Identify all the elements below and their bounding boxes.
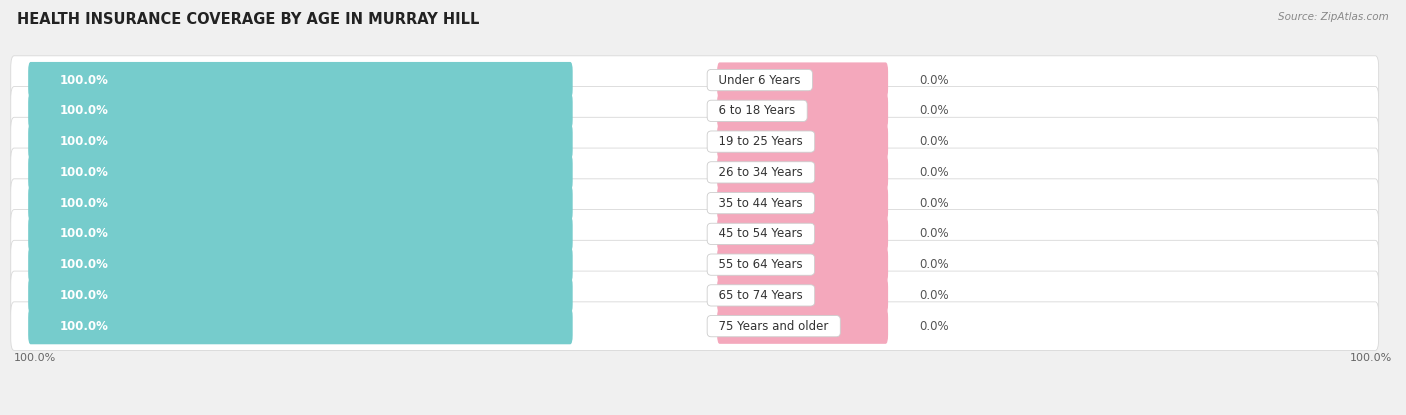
- Text: 26 to 34 Years: 26 to 34 Years: [711, 166, 810, 179]
- Text: 0.0%: 0.0%: [918, 320, 949, 333]
- Text: 0.0%: 0.0%: [918, 289, 949, 302]
- Text: 0.0%: 0.0%: [918, 166, 949, 179]
- Text: 75 Years and older: 75 Years and older: [711, 320, 837, 333]
- Text: 100.0%: 100.0%: [59, 289, 108, 302]
- FancyBboxPatch shape: [717, 155, 889, 190]
- Text: 100.0%: 100.0%: [59, 135, 108, 148]
- FancyBboxPatch shape: [11, 302, 1379, 350]
- FancyBboxPatch shape: [11, 117, 1379, 166]
- FancyBboxPatch shape: [11, 87, 1379, 135]
- Text: 19 to 25 Years: 19 to 25 Years: [711, 135, 810, 148]
- FancyBboxPatch shape: [11, 240, 1379, 289]
- FancyBboxPatch shape: [717, 186, 889, 221]
- Text: 100.0%: 100.0%: [59, 320, 108, 333]
- Text: 65 to 74 Years: 65 to 74 Years: [711, 289, 810, 302]
- FancyBboxPatch shape: [28, 62, 572, 98]
- FancyBboxPatch shape: [11, 210, 1379, 258]
- FancyBboxPatch shape: [28, 277, 572, 314]
- Text: 100.0%: 100.0%: [59, 227, 108, 240]
- FancyBboxPatch shape: [28, 247, 572, 283]
- FancyBboxPatch shape: [717, 247, 889, 282]
- Text: 0.0%: 0.0%: [918, 227, 949, 240]
- FancyBboxPatch shape: [717, 308, 889, 344]
- Text: 100.0%: 100.0%: [14, 353, 56, 363]
- FancyBboxPatch shape: [717, 278, 889, 313]
- Text: 100.0%: 100.0%: [59, 258, 108, 271]
- FancyBboxPatch shape: [28, 93, 572, 129]
- FancyBboxPatch shape: [11, 179, 1379, 227]
- Text: 45 to 54 Years: 45 to 54 Years: [711, 227, 810, 240]
- Text: HEALTH INSURANCE COVERAGE BY AGE IN MURRAY HILL: HEALTH INSURANCE COVERAGE BY AGE IN MURR…: [17, 12, 479, 27]
- Text: 0.0%: 0.0%: [918, 104, 949, 117]
- FancyBboxPatch shape: [28, 123, 572, 160]
- Text: 0.0%: 0.0%: [918, 197, 949, 210]
- Text: 0.0%: 0.0%: [918, 135, 949, 148]
- FancyBboxPatch shape: [717, 62, 889, 98]
- Text: 0.0%: 0.0%: [918, 73, 949, 87]
- Text: 55 to 64 Years: 55 to 64 Years: [711, 258, 810, 271]
- FancyBboxPatch shape: [717, 216, 889, 251]
- FancyBboxPatch shape: [28, 216, 572, 252]
- FancyBboxPatch shape: [11, 56, 1379, 105]
- FancyBboxPatch shape: [717, 93, 889, 129]
- Text: 6 to 18 Years: 6 to 18 Years: [711, 104, 803, 117]
- Text: 100.0%: 100.0%: [59, 73, 108, 87]
- FancyBboxPatch shape: [28, 308, 572, 344]
- Text: 35 to 44 Years: 35 to 44 Years: [711, 197, 810, 210]
- Text: 100.0%: 100.0%: [59, 166, 108, 179]
- Text: 100.0%: 100.0%: [1350, 353, 1392, 363]
- FancyBboxPatch shape: [28, 154, 572, 190]
- FancyBboxPatch shape: [11, 148, 1379, 197]
- Text: 100.0%: 100.0%: [59, 197, 108, 210]
- FancyBboxPatch shape: [11, 271, 1379, 320]
- Text: 0.0%: 0.0%: [918, 258, 949, 271]
- Text: 100.0%: 100.0%: [59, 104, 108, 117]
- FancyBboxPatch shape: [28, 185, 572, 221]
- Text: Source: ZipAtlas.com: Source: ZipAtlas.com: [1278, 12, 1389, 22]
- Text: Under 6 Years: Under 6 Years: [711, 73, 808, 87]
- FancyBboxPatch shape: [717, 124, 889, 159]
